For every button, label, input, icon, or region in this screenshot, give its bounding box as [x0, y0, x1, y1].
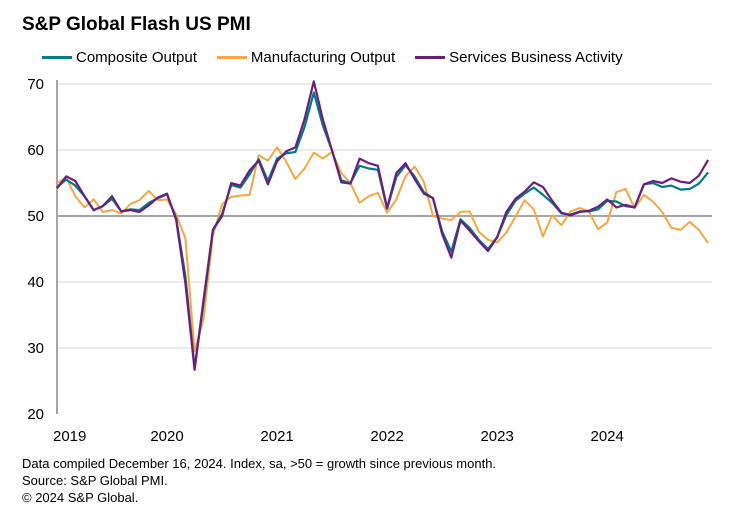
legend-label: Services Business Activity [449, 49, 623, 66]
footnote-data: Data compiled December 16, 2024. Index, … [22, 456, 497, 471]
legend-swatch [42, 56, 72, 59]
legend-item-composite: Composite Output [42, 49, 197, 66]
legend-label: Manufacturing Output [250, 49, 396, 66]
y-tick-label: 30 [27, 340, 44, 357]
x-tick-label: 2023 [480, 428, 513, 445]
series-line-services-business-activity [56, 80, 710, 371]
footnote-copyright: © 2024 S&P Global. [22, 490, 139, 505]
legend-swatch [415, 56, 446, 59]
x-tick-label: 2021 [260, 428, 293, 445]
legend: Composite Output Manufacturing Output Se… [42, 49, 623, 66]
x-tick-label: 2024 [591, 428, 624, 445]
legend-item-services: Services Business Activity [415, 49, 623, 66]
legend-label: Composite Output [76, 49, 197, 66]
chart-title: S&P Global Flash US PMI [22, 14, 251, 35]
y-tick-label: 20 [27, 406, 44, 423]
legend-item-manufacturing: Manufacturing Output [216, 49, 396, 66]
legend-swatch [216, 56, 247, 59]
footnote-source: Source: S&P Global PMI. [22, 473, 168, 488]
y-tick-label: 60 [27, 142, 44, 159]
series-line-manufacturing-output [56, 146, 709, 353]
x-tick-label: 2022 [370, 428, 403, 445]
y-tick-label: 40 [27, 274, 44, 291]
series-line-composite-output [56, 91, 709, 369]
y-tick-label: 50 [27, 208, 44, 225]
footnotes: Data compiled December 16, 2024. Index, … [22, 455, 496, 506]
x-tick-label: 2020 [150, 428, 183, 445]
x-tick-label: 2019 [53, 428, 86, 445]
y-tick-label: 70 [27, 76, 44, 93]
